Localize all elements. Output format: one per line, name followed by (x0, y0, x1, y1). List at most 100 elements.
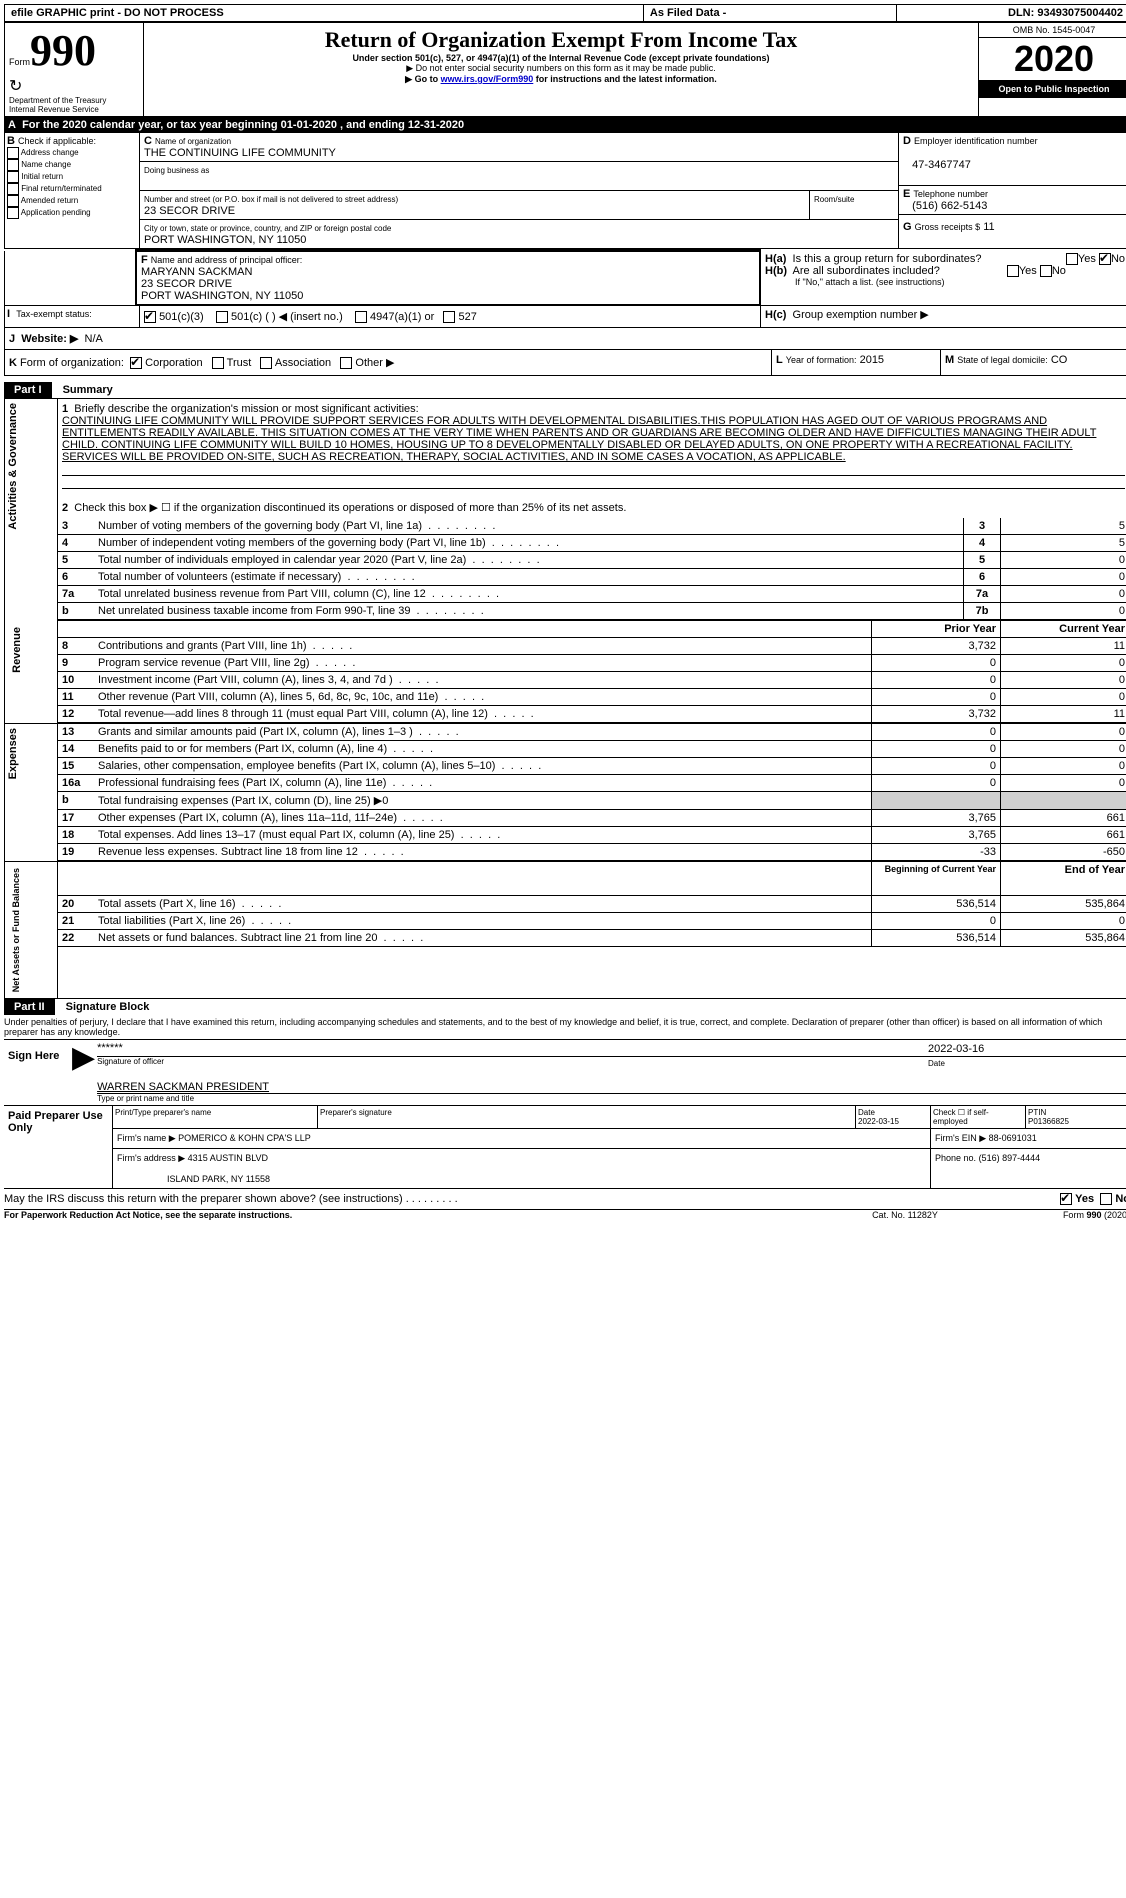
sig-stars: ****** (97, 1042, 123, 1054)
city-label: City or town, state or province, country… (144, 224, 391, 233)
e-label: Telephone number (913, 189, 988, 199)
section-h: H(a) Is this a group return for subordin… (760, 251, 1126, 306)
i-501c3[interactable] (144, 311, 156, 323)
dln-label: DLN: (1008, 7, 1034, 19)
firm-name: POMERICO & KOHN CPA'S LLP (178, 1133, 311, 1143)
firm-addr2: ISLAND PARK, NY 11558 (167, 1174, 270, 1184)
year-formation: 2015 (860, 354, 884, 366)
section-hc: H(c) Group exemption number ▶ (761, 306, 1126, 328)
irs-label: Internal Revenue Service (9, 105, 139, 114)
mission-text: CONTINUING LIFE COMMUNITY WILL PROVIDE S… (62, 415, 1096, 463)
k-opt[interactable] (212, 357, 224, 369)
q1-label: Briefly describe the organization's miss… (74, 403, 418, 415)
form-label: Form (9, 57, 30, 67)
prep-date: 2022-03-15 (858, 1117, 899, 1126)
sig-date: 2022-03-16 (928, 1043, 984, 1055)
sig-officer-label: Signature of officer (97, 1057, 928, 1081)
col-prior: Prior Year (872, 621, 1001, 638)
form-title: Return of Organization Exempt From Incom… (148, 27, 974, 53)
hb-yes[interactable] (1007, 265, 1019, 277)
side-na: Net Assets or Fund Balances (9, 864, 23, 996)
b-opt[interactable] (7, 195, 19, 207)
paid-prep-label: Paid Preparer Use Only (4, 1106, 113, 1189)
open-public: Open to Public Inspection (979, 80, 1126, 98)
hb-no[interactable] (1040, 265, 1052, 277)
org-name: THE CONTINUING LIFE COMMUNITY (144, 147, 336, 159)
part-ii-header: Part II Signature Block (4, 999, 1126, 1015)
summary-table: Activities & Governance 1 Briefly descri… (4, 398, 1126, 999)
room-label: Room/suite (814, 195, 854, 204)
footer: For Paperwork Reduction Act Notice, see … (4, 1210, 1126, 1220)
cat-no: Cat. No. 11282Y (830, 1210, 980, 1220)
goto-note: ▶ Go to www.irs.gov/Form990 for instruct… (148, 74, 974, 85)
officer-city: PORT WASHINGTON, NY 11050 (141, 290, 303, 302)
sign-here-label: Sign Here (4, 1040, 72, 1106)
form-subtitle: Under section 501(c), 527, or 4947(a)(1)… (148, 53, 974, 63)
form-number: 990 (30, 26, 96, 75)
discuss-yes[interactable] (1060, 1193, 1072, 1205)
asfiled-label: As Filed Data - (643, 5, 896, 22)
row-i: I Tax-exempt status: 501(c)(3) 501(c) ( … (4, 306, 1126, 328)
ha-no[interactable] (1099, 253, 1111, 265)
b-opt[interactable] (7, 171, 19, 183)
efile-label: efile GRAPHIC print - DO NOT PROCESS (5, 5, 644, 22)
form-header: Form990 ↻ Department of the Treasury Int… (4, 22, 1126, 117)
g-label: Gross receipts $ (915, 222, 981, 232)
omb-number: OMB No. 1545-0047 (979, 23, 1126, 38)
side-rev: Revenue (9, 623, 25, 677)
discuss-row: May the IRS discuss this return with the… (4, 1189, 1126, 1210)
c-name-label: Name of organization (155, 137, 231, 146)
k-opt[interactable] (260, 357, 272, 369)
perjury-text: Under penalties of perjury, I declare th… (4, 1015, 1126, 1039)
b-label: Check if applicable: (18, 136, 96, 146)
state-domicile: CO (1051, 354, 1068, 366)
col-begin: Beginning of Current Year (872, 862, 1001, 896)
dln-value: 93493075004402 (1037, 7, 1123, 19)
officer-street: 23 SECOR DRIVE (141, 278, 232, 290)
ssn-note: ▶ Do not enter social security numbers o… (148, 63, 974, 74)
q2-text: Check this box ▶ ☐ if the organization d… (74, 502, 626, 514)
b-opt[interactable] (7, 207, 19, 219)
row-j: J Website: ▶ N/A (4, 328, 1126, 350)
i-501c[interactable] (216, 311, 228, 323)
dba-label: Doing business as (144, 166, 209, 175)
b-opt[interactable] (7, 183, 19, 195)
row-klm: K Form of organization: Corporation Trus… (4, 350, 1126, 376)
self-employed-check[interactable]: Check ☐ if self-employed (931, 1106, 1026, 1129)
d-label: Employer identification number (914, 136, 1038, 146)
sign-here-block: Sign Here ▶ ****** Signature of officer … (4, 1039, 1126, 1106)
dln-cell: DLN: 93493075004402 (897, 5, 1126, 22)
row-a: A For the 2020 calendar year, or tax yea… (4, 117, 1126, 133)
section-f: F Name and address of principal officer:… (136, 251, 760, 306)
entity-block: B Check if applicable: Address change Na… (4, 133, 1126, 249)
street-label: Number and street (or P.O. box if mail i… (144, 195, 398, 204)
dept-label: Department of the Treasury (9, 96, 139, 105)
gross-receipts: 11 (983, 221, 994, 233)
b-opt[interactable] (7, 147, 19, 159)
discuss-no[interactable] (1100, 1193, 1112, 1205)
k-opt[interactable] (340, 357, 352, 369)
ha-yes[interactable] (1066, 253, 1078, 265)
side-ag: Activities & Governance (5, 399, 21, 534)
officer-name: MARYANN SACKMAN (141, 266, 252, 278)
website-value: N/A (85, 333, 103, 345)
officer-name-title: WARREN SACKMAN PRESIDENT (97, 1081, 269, 1093)
firm-phone: (516) 897-4444 (979, 1153, 1041, 1163)
top-bar: efile GRAPHIC print - DO NOT PROCESS As … (4, 4, 1126, 22)
i-4947[interactable] (355, 311, 367, 323)
city-value: PORT WASHINGTON, NY 11050 (144, 234, 306, 246)
part-i-header: Part I Summary (4, 382, 1126, 398)
col-curr: Current Year (1001, 621, 1126, 638)
ein-value: 47-3467747 (912, 159, 971, 171)
b-opt[interactable] (7, 159, 19, 171)
phone-value: (516) 662-5143 (912, 200, 987, 212)
street-value: 23 SECOR DRIVE (144, 205, 235, 217)
firm-ein: 88-0691031 (989, 1133, 1037, 1143)
f-h-block: F Name and address of principal officer:… (4, 249, 1126, 306)
irs-link[interactable]: www.irs.gov/Form990 (441, 74, 534, 84)
k-opt[interactable] (130, 357, 142, 369)
tax-year: 2020 (979, 38, 1126, 80)
i-527[interactable] (443, 311, 455, 323)
firm-addr1: 4315 AUSTIN BLVD (188, 1153, 268, 1163)
ptin-value: P01366825 (1028, 1117, 1069, 1126)
